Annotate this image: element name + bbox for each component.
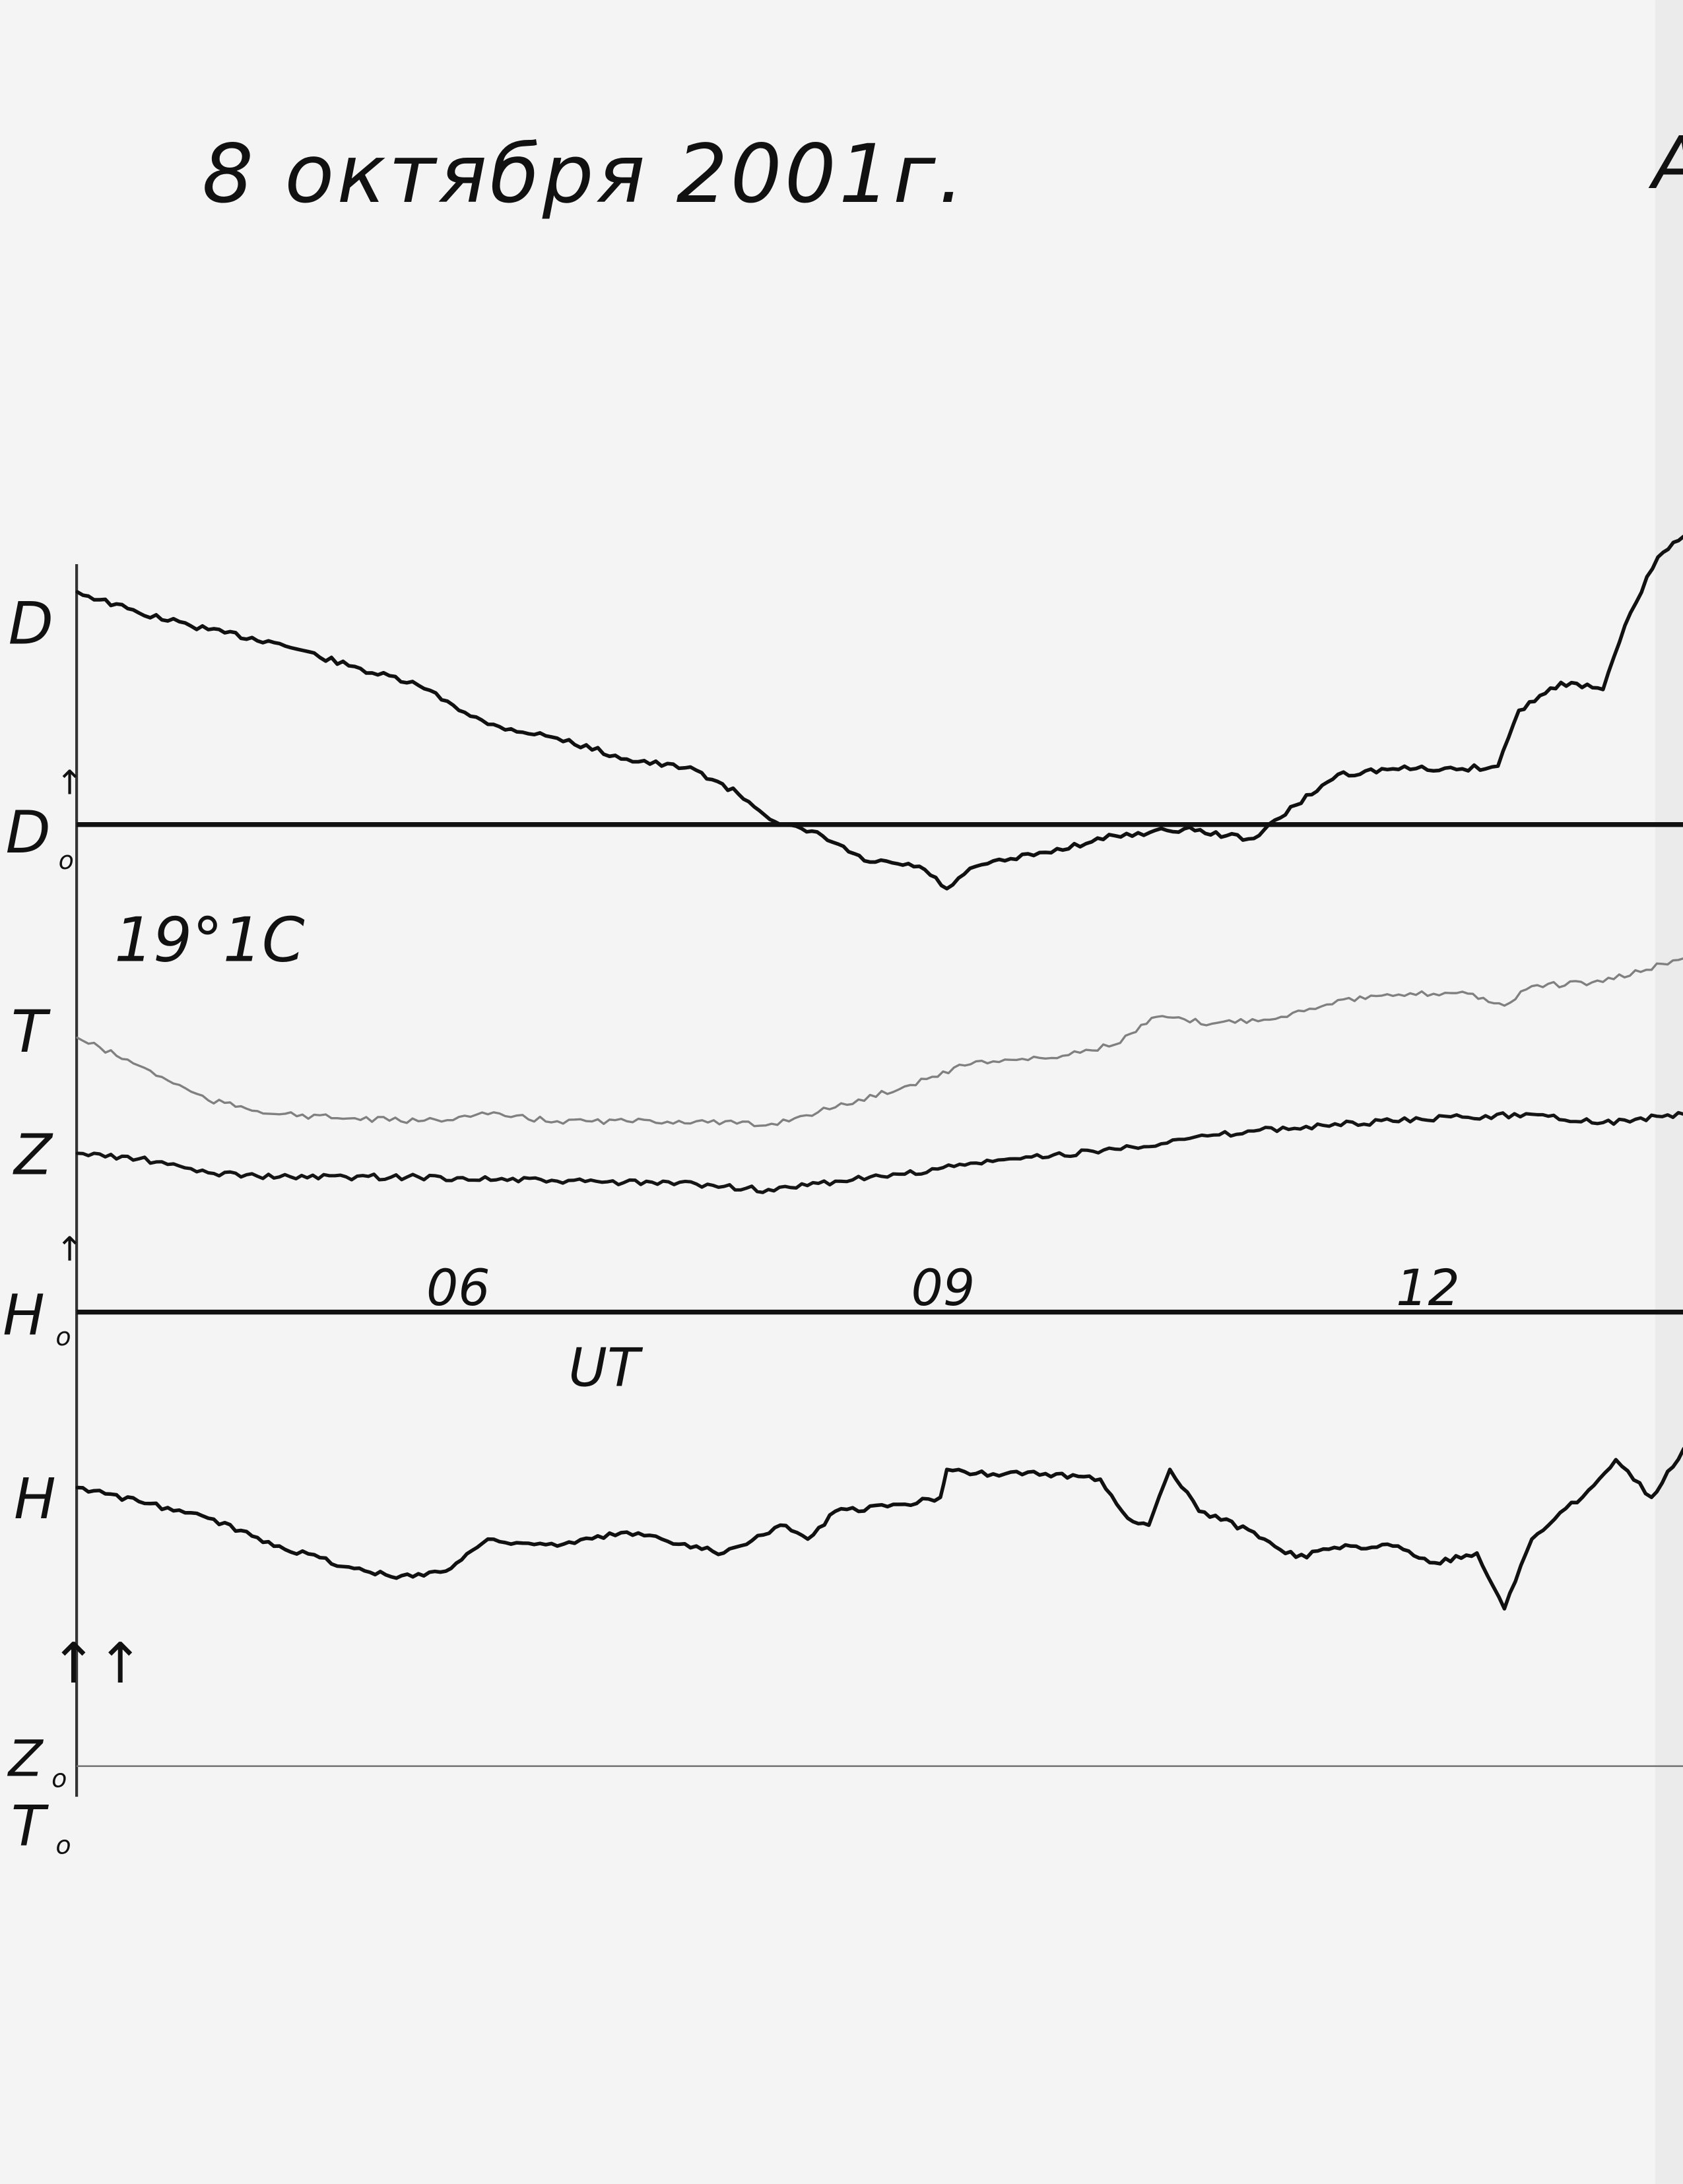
- paper-edge: [1655, 0, 1683, 2184]
- label-z0-sub: o: [51, 1764, 67, 1793]
- label-t0-sub: o: [55, 1831, 71, 1860]
- label-t0: T: [11, 1794, 50, 1859]
- traces-group: [75, 534, 1683, 1611]
- x-axis-label: UT: [568, 1337, 644, 1398]
- trace-t: [76, 957, 1683, 1128]
- page-title: 8 октября 2001г.: [202, 127, 967, 221]
- trace-h: [75, 1446, 1683, 1611]
- label-z: Z: [13, 1123, 53, 1188]
- arrow-up-icon: ↑: [55, 1229, 83, 1268]
- temperature-label: 19°1C: [114, 905, 305, 976]
- label-d0-sub: o: [59, 846, 74, 875]
- x-tick-label: 06: [426, 1258, 490, 1317]
- arrow-up-icon: ↑: [55, 763, 83, 802]
- label-h0-sub: o: [55, 1322, 71, 1351]
- label-t: T: [11, 998, 51, 1066]
- label-h0: H: [3, 1283, 44, 1347]
- x-tick-labels: 06 09 12: [426, 1258, 1460, 1317]
- label-z0: Z: [7, 1729, 44, 1787]
- double-arrow-up-icon: ↑↑: [50, 1631, 143, 1696]
- label-d0: D: [5, 798, 50, 866]
- trace-d: [75, 534, 1683, 891]
- label-h: H: [14, 1467, 55, 1531]
- label-d: D: [9, 589, 53, 657]
- trace-z: [75, 1110, 1683, 1194]
- x-tick-label: 09: [911, 1258, 975, 1317]
- x-tick-label: 12: [1396, 1258, 1460, 1317]
- page-letter: A: [1649, 121, 1683, 205]
